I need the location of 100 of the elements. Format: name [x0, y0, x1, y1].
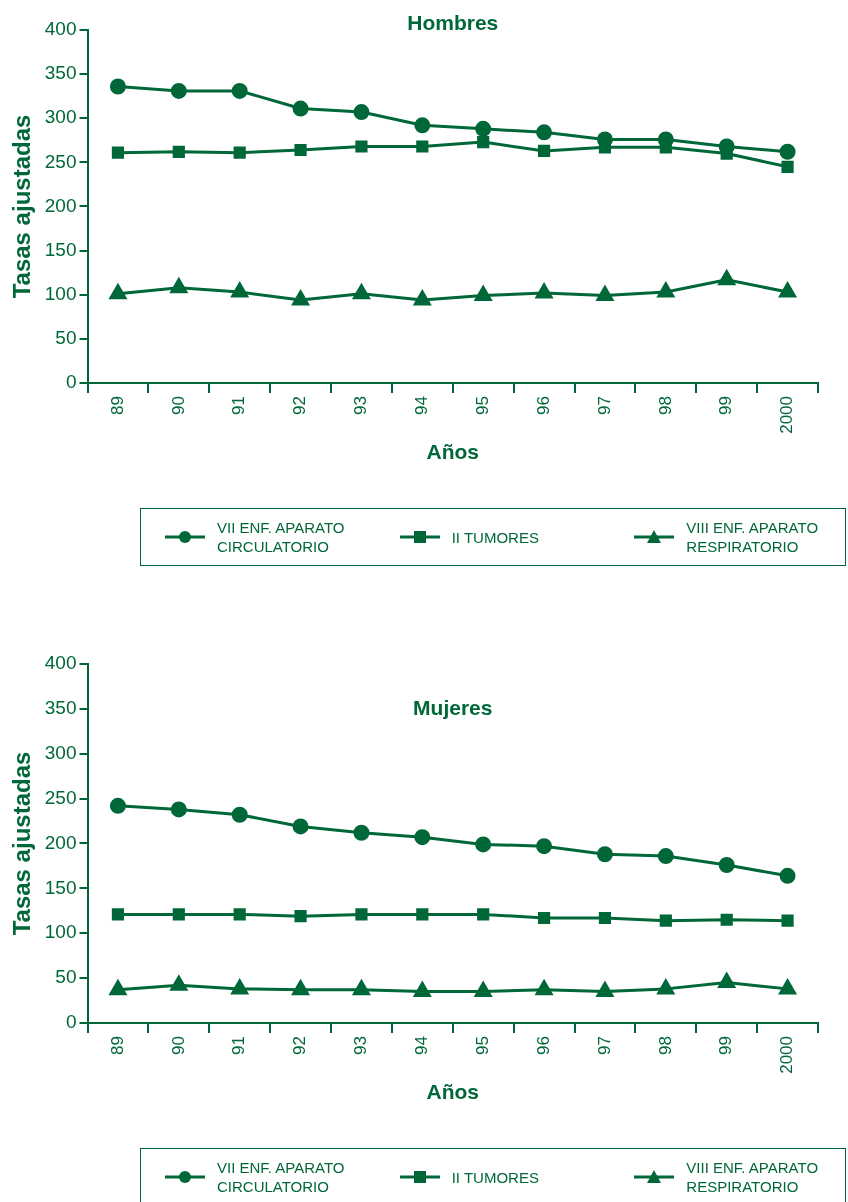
point	[170, 278, 188, 294]
point	[233, 146, 246, 159]
y-tick-label: 100	[44, 282, 77, 304]
x-tick-label: 89	[107, 395, 127, 415]
point	[596, 846, 613, 863]
point	[474, 982, 492, 998]
point	[720, 913, 733, 926]
y-tick-label: 300	[44, 106, 77, 128]
x-tick-label: 92	[290, 395, 310, 415]
point	[294, 143, 307, 157]
point	[781, 160, 794, 173]
point	[109, 78, 126, 95]
point	[172, 145, 185, 158]
point	[475, 836, 492, 853]
point	[231, 806, 248, 823]
point	[657, 282, 675, 298]
y-tick-label: 50	[55, 327, 77, 349]
x-tick-label: 93	[351, 1035, 371, 1055]
point	[718, 857, 735, 874]
x-tick-label: 99	[716, 1035, 736, 1055]
point	[170, 975, 188, 991]
point	[474, 286, 492, 302]
x-tick-label: 2000	[777, 395, 797, 434]
point	[596, 982, 614, 998]
x-tick-label: 96	[533, 1035, 553, 1055]
x-tick-label: 95	[472, 395, 492, 415]
x-tick-label: 91	[229, 1035, 249, 1055]
y-tick-label: 250	[44, 150, 77, 172]
chart-title: Hombres	[407, 10, 499, 34]
point	[718, 270, 736, 286]
point	[111, 146, 125, 159]
y-tick-label: 300	[44, 741, 77, 763]
point	[779, 282, 796, 298]
point	[779, 979, 796, 995]
point	[537, 911, 551, 925]
point	[292, 818, 309, 835]
point	[416, 908, 429, 921]
y-tick-label: 350	[44, 62, 77, 84]
point	[353, 284, 370, 300]
x-tick-label: 98	[655, 1035, 675, 1055]
x-tick-label: 95	[472, 1035, 492, 1055]
x-tick-label: 97	[594, 395, 614, 415]
point	[355, 140, 368, 153]
point	[536, 124, 553, 141]
point	[355, 908, 368, 921]
y-tick-label: 400	[44, 652, 77, 674]
point	[170, 801, 187, 818]
point	[294, 910, 307, 923]
point	[353, 980, 370, 996]
point	[718, 973, 736, 989]
point	[536, 838, 553, 855]
point	[416, 140, 429, 153]
x-tick-label: 89	[107, 1035, 127, 1055]
point	[353, 104, 370, 121]
point	[413, 290, 431, 306]
y-tick-label: 250	[44, 786, 77, 808]
x-tick-label: 94	[412, 395, 431, 415]
point	[779, 867, 796, 884]
point	[413, 982, 431, 998]
point	[598, 911, 612, 925]
point	[414, 829, 431, 846]
point	[109, 980, 127, 996]
y-axis-title: Tasas ajustadas	[8, 114, 36, 299]
point	[659, 914, 672, 927]
x-tick-label: 2000	[777, 1035, 797, 1074]
x-tick-label: 94	[412, 1035, 431, 1055]
legend-label: VIII ENF. APARATO RESPIRATORIO	[686, 518, 820, 556]
point	[292, 100, 309, 117]
x-tick-label: 92	[290, 1035, 310, 1055]
x-axis-title: Años	[426, 440, 479, 464]
point	[657, 848, 674, 865]
legend-label: VII ENF. APARATO CIRCULATORIO	[217, 1158, 346, 1196]
point	[292, 290, 309, 306]
point	[292, 980, 309, 996]
point	[353, 824, 370, 841]
point	[109, 797, 126, 814]
point	[657, 979, 675, 995]
y-tick-label: 350	[44, 697, 77, 719]
legend-label: VII ENF. APARATO CIRCULATORIO	[217, 518, 346, 556]
x-tick-label: 98	[655, 395, 675, 415]
point	[231, 82, 248, 99]
y-axis-title: Tasas ajustadas	[8, 751, 36, 936]
y-tick-label: 200	[44, 831, 77, 853]
point	[718, 138, 735, 155]
point	[477, 908, 490, 921]
y-tick-label: 400	[44, 18, 77, 40]
point	[109, 284, 127, 300]
point	[779, 143, 796, 160]
legend-label: II TUMORES	[451, 1167, 540, 1187]
y-tick-label: 150	[44, 238, 77, 260]
x-tick-label: 90	[168, 395, 188, 415]
point	[231, 979, 249, 995]
x-tick-label: 96	[533, 395, 553, 415]
x-tick-label: 90	[168, 1035, 188, 1055]
y-tick-label: 150	[44, 876, 77, 898]
x-axis-title: Años	[426, 1080, 479, 1104]
point	[170, 82, 187, 99]
x-tick-label: 91	[229, 395, 249, 415]
x-tick-label: 93	[351, 395, 371, 415]
point	[596, 286, 614, 302]
